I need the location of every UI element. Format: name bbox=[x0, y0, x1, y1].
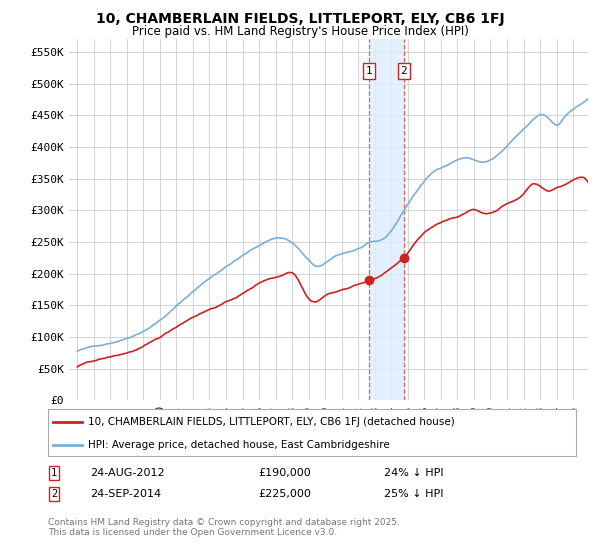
Text: 25% ↓ HPI: 25% ↓ HPI bbox=[384, 489, 443, 499]
Text: 10, CHAMBERLAIN FIELDS, LITTLEPORT, ELY, CB6 1FJ: 10, CHAMBERLAIN FIELDS, LITTLEPORT, ELY,… bbox=[95, 12, 505, 26]
Text: 1: 1 bbox=[366, 66, 373, 76]
Text: 2: 2 bbox=[400, 66, 407, 76]
Text: £190,000: £190,000 bbox=[258, 468, 311, 478]
Text: 24-SEP-2014: 24-SEP-2014 bbox=[90, 489, 161, 499]
Text: £225,000: £225,000 bbox=[258, 489, 311, 499]
Text: 2: 2 bbox=[51, 489, 57, 499]
Text: Price paid vs. HM Land Registry's House Price Index (HPI): Price paid vs. HM Land Registry's House … bbox=[131, 25, 469, 38]
Text: 24-AUG-2012: 24-AUG-2012 bbox=[90, 468, 164, 478]
Text: 10, CHAMBERLAIN FIELDS, LITTLEPORT, ELY, CB6 1FJ (detached house): 10, CHAMBERLAIN FIELDS, LITTLEPORT, ELY,… bbox=[88, 417, 454, 427]
Text: 24% ↓ HPI: 24% ↓ HPI bbox=[384, 468, 443, 478]
Text: 1: 1 bbox=[51, 468, 57, 478]
Bar bbox=[369, 39, 404, 400]
Text: Contains HM Land Registry data © Crown copyright and database right 2025.
This d: Contains HM Land Registry data © Crown c… bbox=[48, 518, 400, 538]
Text: HPI: Average price, detached house, East Cambridgeshire: HPI: Average price, detached house, East… bbox=[88, 440, 389, 450]
